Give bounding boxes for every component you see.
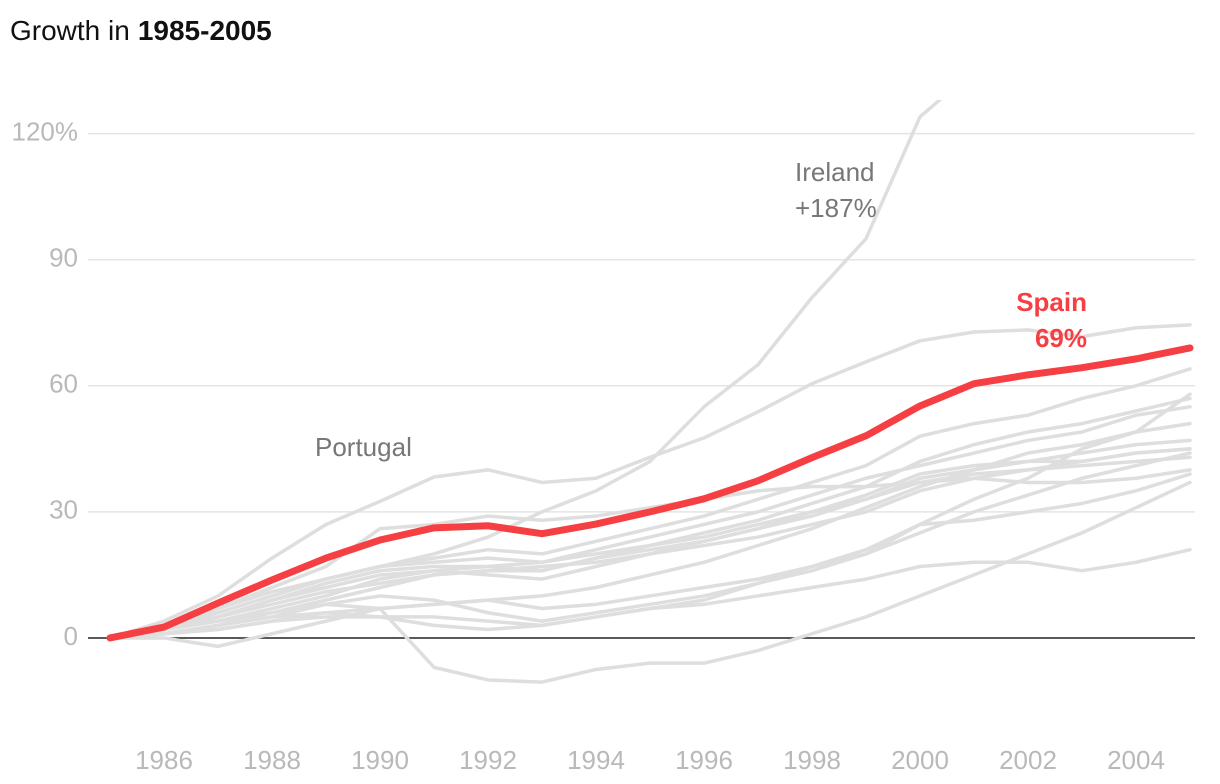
x-tick-label: 1998 [783, 745, 841, 775]
x-tick-label: 2004 [1107, 745, 1165, 775]
portugal-label: Portugal [315, 432, 412, 462]
x-tick-label: 1990 [351, 745, 409, 775]
line [108, 421, 1192, 640]
line [108, 367, 1192, 640]
line [108, 455, 1192, 640]
x-tick-label: 1992 [459, 745, 517, 775]
line [108, 396, 1192, 640]
ireland-label: Ireland [795, 157, 875, 187]
line [108, 438, 1192, 640]
line [108, 447, 1192, 640]
spain-label: Spain [1016, 287, 1087, 317]
title-text: Growth in [10, 15, 130, 46]
line [108, 451, 1192, 649]
x-tick-label: 1994 [567, 745, 625, 775]
x-tick-label: 1988 [243, 745, 301, 775]
line [108, 468, 1192, 640]
y-tick-label: 0 [64, 621, 78, 651]
highlight-line [106, 344, 1194, 642]
chart-title: Growth in 1985-2005 [10, 15, 272, 46]
spain-value: 69% [1035, 323, 1087, 353]
ireland-value: +187% [795, 193, 877, 223]
y-tick-label: 120% [12, 116, 79, 146]
line [108, 100, 943, 640]
x-tick-label: 1986 [135, 745, 193, 775]
line [108, 480, 1192, 684]
line [108, 323, 1192, 640]
lines [106, 100, 1194, 684]
x-tick-label: 1996 [675, 745, 733, 775]
title-bold: 1985-2005 [138, 15, 272, 46]
line [108, 547, 1192, 640]
y-tick-label: 30 [49, 495, 78, 525]
x-tick-label: 2002 [999, 745, 1057, 775]
x-tick-label: 2000 [891, 745, 949, 775]
y-tick-label: 60 [49, 369, 78, 399]
y-tick-label: 90 [49, 243, 78, 273]
